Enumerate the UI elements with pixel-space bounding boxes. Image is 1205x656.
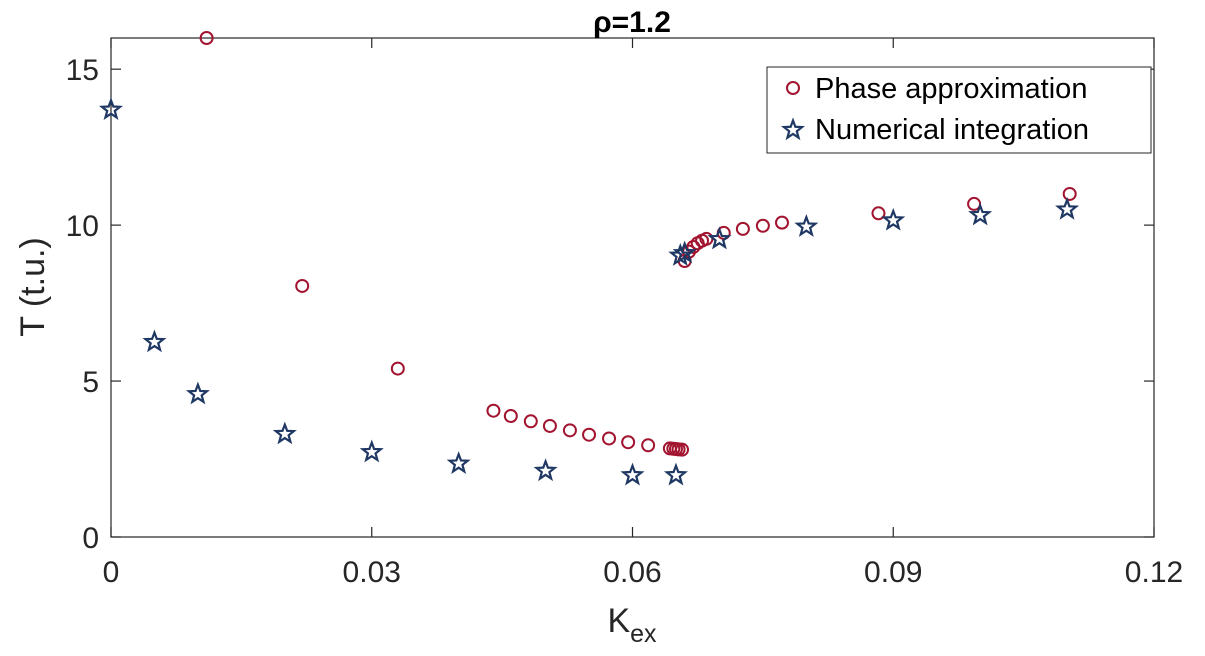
y-tick-label: 5 — [82, 366, 99, 399]
data-point-circle — [871, 206, 886, 221]
x-axis-label-subscript: ex — [630, 620, 657, 648]
data-point-circle — [1062, 186, 1077, 201]
chart-title: ρ=1.2 — [593, 6, 671, 39]
data-point-circle — [602, 431, 617, 446]
series-numerical-integration — [98, 97, 1080, 486]
data-point-star — [620, 462, 645, 486]
x-axis-label: Kex — [607, 602, 657, 648]
data-point-star — [881, 207, 906, 231]
data-point-circle — [641, 438, 656, 453]
data-point-circle — [755, 218, 770, 233]
legend-box — [766, 66, 1152, 154]
x-tick-label: 0.06 — [603, 556, 661, 589]
data-point-star — [707, 226, 732, 250]
data-point-circle — [523, 414, 538, 429]
data-point-star — [672, 240, 697, 264]
data-point-star — [359, 439, 384, 463]
x-tick-label: 0.03 — [343, 556, 401, 589]
y-axis-label-text: T (t.u.) — [14, 237, 52, 337]
data-point-star — [185, 381, 210, 405]
data-point-star — [1055, 196, 1080, 220]
data-point-circle — [503, 408, 518, 423]
data-point-star — [663, 462, 688, 486]
data-point-star — [533, 458, 558, 482]
chart-title-text: ρ=1.2 — [593, 6, 671, 39]
data-point-circle — [735, 221, 750, 236]
data-point-circle — [582, 427, 597, 442]
data-point-star — [968, 202, 993, 226]
legend-star-shape — [780, 117, 806, 141]
data-point-star — [272, 421, 297, 445]
data-point-circle — [675, 442, 690, 457]
data-point-circle — [295, 278, 310, 293]
legend-star-marker — [780, 117, 806, 141]
y-tick-label: 0 — [82, 522, 99, 555]
x-tick-label: 0 — [103, 556, 120, 589]
data-point-circle — [621, 435, 636, 450]
y-tick-label: 10 — [66, 210, 99, 243]
data-point-star — [98, 97, 124, 120]
data-point-circle — [486, 403, 501, 418]
y-axis-label: T (t.u.) — [14, 237, 52, 337]
data-point-circle — [774, 215, 789, 230]
legend: Phase approximation Numerical integratio… — [766, 66, 1152, 154]
data-point-circle — [542, 418, 557, 433]
data-point-star — [794, 214, 819, 237]
x-tick-label: 0.12 — [1125, 556, 1183, 589]
legend-label-phase-approximation: Phase approximation — [815, 73, 1087, 105]
x-tick-label: 0.09 — [864, 556, 922, 589]
data-point-star — [446, 451, 471, 474]
data-point-star — [142, 329, 167, 353]
legend-label-numerical-integration: Numerical integration — [815, 114, 1089, 146]
legend-circle-marker — [786, 81, 800, 95]
data-point-circle — [562, 423, 577, 438]
data-point-circle — [390, 361, 405, 376]
x-axis-label-main: K — [607, 602, 630, 640]
y-tick-label: 15 — [66, 54, 99, 87]
axis-ticks: 0 0.03 0.06 0.09 0.12 0 5 10 15 — [66, 38, 1183, 589]
data-point-circle — [199, 31, 214, 45]
data-marks — [98, 31, 1080, 486]
